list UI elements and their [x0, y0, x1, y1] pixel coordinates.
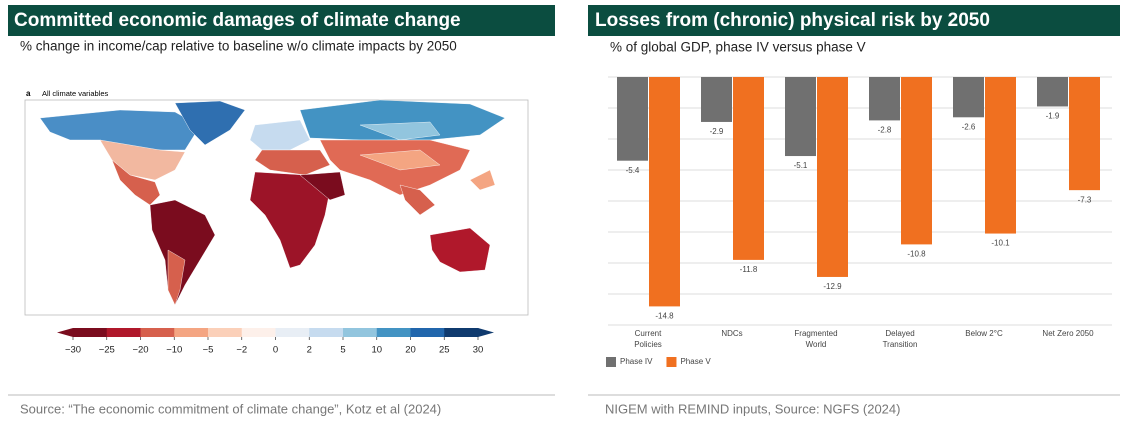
colorbar-segment [410, 328, 445, 337]
data-label: -7.3 [1078, 195, 1092, 204]
bar [869, 77, 900, 121]
colorbar-end [478, 328, 494, 337]
x-tick-label: Current Policies [634, 329, 662, 349]
data-label: -5.4 [626, 166, 640, 175]
colorbar-tick-label: 2 [307, 345, 312, 356]
data-label: -5.1 [794, 161, 808, 170]
colorbar-tick-label: 10 [371, 345, 382, 356]
colorbar-tick-label: −5 [203, 345, 214, 356]
x-tick-label: Below 2°C [965, 329, 1003, 338]
colorbar-segment [106, 328, 141, 337]
legend-swatch [606, 357, 616, 367]
colorbar-tick-label: −25 [99, 345, 115, 356]
data-label: -10.8 [907, 250, 926, 259]
colorbar-segment [208, 328, 243, 337]
colorbar-tick-label: 20 [405, 345, 416, 356]
bar [953, 77, 984, 118]
panel-subtitle: % change in income/cap relative to basel… [20, 39, 457, 54]
chart-subtitle: % of global GDP, phase IV versus phase V [610, 40, 866, 55]
colorbar-segment [343, 328, 378, 337]
x-tick-label: Delayed Transition [882, 329, 918, 349]
bar [701, 77, 732, 122]
colorbar-tick-label: −10 [166, 345, 182, 356]
colorbar-tick-label: 5 [340, 345, 345, 356]
chart-title: Losses from (chronic) physical risk by 2… [595, 10, 990, 31]
data-label: -2.8 [878, 126, 892, 135]
map-letter: a [26, 89, 31, 98]
colorbar-tick-label: −20 [132, 345, 148, 356]
bar [785, 77, 816, 157]
data-label: -14.8 [655, 312, 674, 321]
colorbar-end [57, 328, 73, 337]
colorbar-tick-label: −30 [65, 345, 81, 356]
colorbar-segment [444, 328, 479, 337]
map-label: All climate variables [42, 89, 109, 98]
data-label: -1.9 [1046, 112, 1060, 121]
map [39, 99, 506, 306]
header-bar [8, 5, 555, 36]
bar [1069, 77, 1100, 191]
bar [617, 77, 648, 161]
bar [817, 77, 848, 277]
data-label: -2.9 [710, 127, 724, 136]
bar [1037, 77, 1068, 107]
colorbar-segment [241, 328, 276, 337]
data-label: -10.1 [991, 239, 1010, 248]
colorbar-tick-label: 25 [439, 345, 450, 356]
x-tick-label: Net Zero 2050 [1042, 329, 1094, 338]
bar [649, 77, 680, 307]
colorbar-tick-label: 0 [273, 345, 278, 356]
legend-swatch [666, 357, 677, 367]
colorbar-segment [309, 328, 344, 337]
source: NIGEM with REMIND inputs, Source: NGFS (… [605, 401, 900, 416]
colorbar-tick-label: −2 [236, 345, 247, 356]
data-label: -11.8 [740, 265, 758, 274]
header-bar [588, 5, 1120, 36]
colorbar-segment [140, 328, 175, 337]
x-tick-label: Fragmented World [794, 329, 838, 349]
colorbar-segment [174, 328, 209, 337]
bar [985, 77, 1016, 234]
colorbar-tick-label: 30 [473, 345, 484, 356]
bar [901, 77, 932, 245]
colorbar-segment [376, 328, 411, 337]
panel-title: Committed economic damages of climate ch… [14, 10, 461, 31]
data-label: -12.9 [823, 282, 842, 291]
colorbar-segment [73, 328, 108, 337]
bar [733, 77, 764, 260]
legend-label: Phase IV [620, 357, 653, 366]
legend-label: Phase V [680, 357, 711, 366]
x-tick-label: NDCs [721, 329, 743, 338]
source: Source: “The economic commitment of clim… [20, 401, 441, 416]
data-label: -2.6 [962, 122, 976, 131]
colorbar-segment [275, 328, 310, 337]
